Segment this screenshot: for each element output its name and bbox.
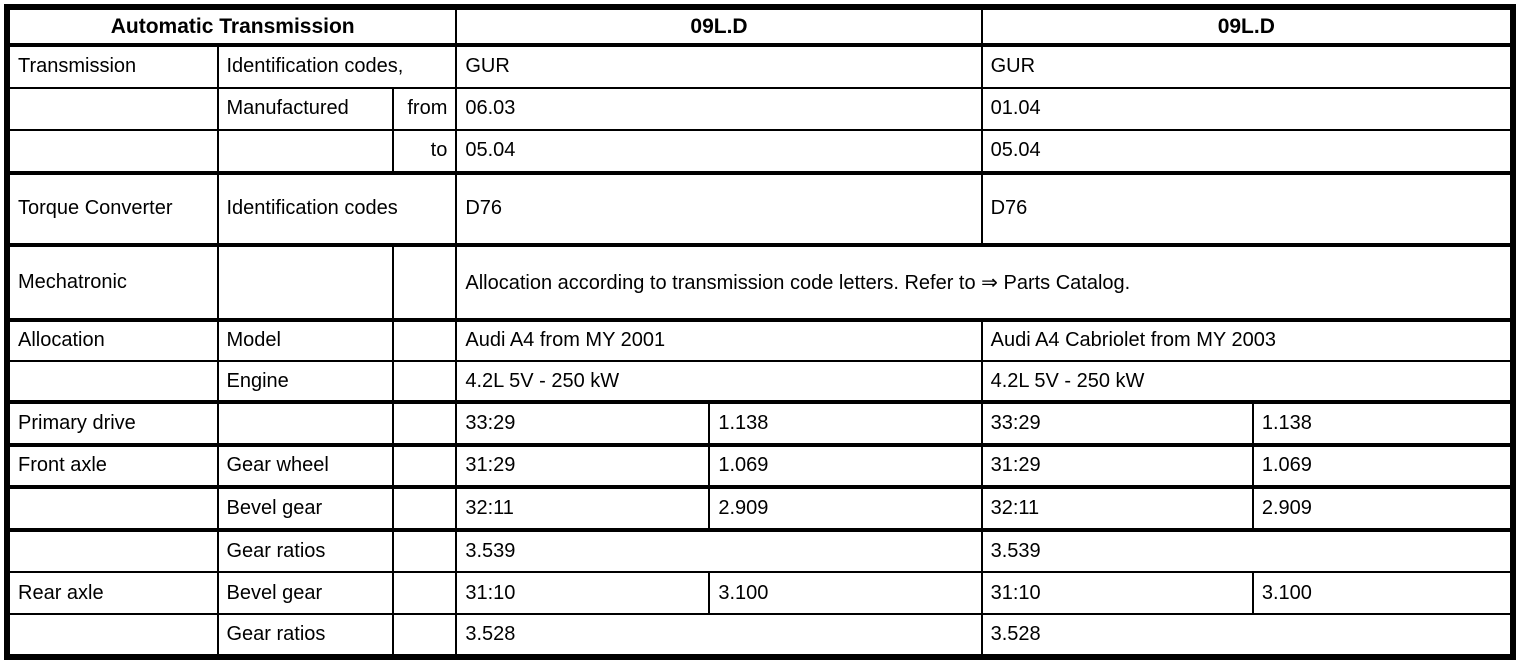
date-to-group1: 05.04 xyxy=(455,129,983,175)
empty-cell xyxy=(6,486,219,532)
row-label: Front axle xyxy=(6,443,219,490)
row-front-axle-bevel-gear: Bevel gear 32:11 2.909 32:11 2.909 xyxy=(6,486,1515,532)
row-front-axle-gear-wheel: Front axle Gear wheel 31:29 1.069 31:29 … xyxy=(6,443,1515,490)
date-from-group1: 06.03 xyxy=(455,86,983,132)
ratio-group2: 32:11 xyxy=(980,486,1254,532)
converter-code-group1: D76 xyxy=(455,171,983,247)
transmission-spec-table: Automatic Transmission 09L.D 09L.D Trans… xyxy=(4,4,1516,660)
empty-cell xyxy=(391,570,458,616)
empty-cell xyxy=(216,243,394,322)
row-sublabel: Model xyxy=(216,318,394,362)
header-row: Automatic Transmission 09L.D 09L.D xyxy=(5,5,1515,48)
empty-cell xyxy=(391,528,458,573)
row-sublabel: Engine xyxy=(216,359,394,405)
row-label: Transmission xyxy=(6,44,219,89)
engine-group2: 4.2L 5V - 250 kW xyxy=(980,359,1515,405)
row-transmission: Transmission Identification codes, GUR G… xyxy=(6,44,1515,89)
row-mechatronic: Mechatronic Allocation according to tran… xyxy=(6,243,1514,322)
row-engine: Engine 4.2L 5V - 250 kW 4.2L 5V - 250 kW xyxy=(6,359,1515,405)
row-allocation-model: Allocation Model Audi A4 from MY 2001 Au… xyxy=(6,318,1515,362)
empty-cell xyxy=(391,359,458,405)
date-to-group2: 05.04 xyxy=(980,129,1515,175)
torque-converter-label: Torque Converter xyxy=(18,197,173,220)
gear-ratio-group1: 3.539 xyxy=(455,528,983,573)
ratio-value-group1: 1.069 xyxy=(708,443,983,490)
row-label: Primary drive xyxy=(6,401,219,447)
id-code-group1: GUR xyxy=(455,44,983,89)
row-rear-axle-bevel-gear: Rear axle Bevel gear 31:10 3.100 31:10 3… xyxy=(6,570,1515,616)
empty-cell xyxy=(216,129,394,175)
id-code-group2: GUR xyxy=(980,44,1515,89)
gear-ratio-group1: 3.528 xyxy=(455,613,983,658)
model-group1: Audi A4 from MY 2001 xyxy=(455,318,983,362)
row-torque-converter: Torque Converter Identification codes D7… xyxy=(6,171,1515,247)
row-label: Allocation xyxy=(6,318,219,362)
row-manufactured-from: Manufactured from 06.03 01.04 xyxy=(6,86,1515,132)
row-primary-drive: Primary drive 33:29 1.138 33:29 1.138 xyxy=(6,401,1515,447)
row-sublabel: Gear ratios xyxy=(216,613,394,658)
empty-cell xyxy=(391,613,458,658)
ratio-group1: 32:11 xyxy=(455,486,711,532)
row-sublabel: Bevel gear xyxy=(216,570,394,616)
ratio-group2: 33:29 xyxy=(980,401,1254,447)
row-sublabel: Identification codes xyxy=(216,171,458,247)
range-key: to xyxy=(391,129,458,175)
row-sublabel: Manufactured xyxy=(216,86,394,132)
ratio-group1: 31:29 xyxy=(455,443,711,490)
ratio-group2: 31:29 xyxy=(980,443,1254,490)
ratio-value-group1: 2.909 xyxy=(708,486,983,532)
engine-group1: 4.2L 5V - 250 kW xyxy=(455,359,983,405)
row-label: Mechatronic xyxy=(6,243,219,322)
mechatronic-note: Allocation according to transmission cod… xyxy=(455,243,1514,322)
empty-cell xyxy=(216,401,394,447)
row-front-axle-gear-ratios: Gear ratios 3.539 3.539 xyxy=(6,528,1515,573)
transmission-code-group1: 09L.D xyxy=(455,5,983,48)
transmission-code-group2: 09L.D xyxy=(980,5,1515,48)
ratio-value-group2: 1.138 xyxy=(1251,401,1515,447)
empty-cell xyxy=(391,401,458,447)
row-manufactured-to: to 05.04 05.04 xyxy=(6,129,1515,175)
row-label: Rear axle xyxy=(6,570,219,616)
date-from-group2: 01.04 xyxy=(980,86,1515,132)
ratio-value-group1: 3.100 xyxy=(708,570,983,616)
range-key: from xyxy=(391,86,458,132)
empty-cell xyxy=(391,243,458,322)
row-sublabel: Gear ratios xyxy=(216,528,394,573)
model-group2: Audi A4 Cabriolet from MY 2003 xyxy=(980,318,1515,362)
row-label: Torque Converter xyxy=(6,171,219,247)
ratio-value-group1: 1.138 xyxy=(708,401,983,447)
ratio-group1: 33:29 xyxy=(455,401,711,447)
table-title: Automatic Transmission xyxy=(5,5,458,48)
row-sublabel: Identification codes, xyxy=(216,44,458,89)
ratio-value-group2: 3.100 xyxy=(1251,570,1515,616)
row-sublabel: Gear wheel xyxy=(216,443,394,490)
empty-cell xyxy=(391,318,458,362)
ratio-value-group2: 2.909 xyxy=(1251,486,1515,532)
empty-cell xyxy=(6,129,219,175)
ratio-group1: 31:10 xyxy=(455,570,711,616)
empty-cell xyxy=(6,359,219,405)
empty-cell xyxy=(6,613,219,658)
empty-cell xyxy=(6,528,219,573)
empty-cell xyxy=(391,486,458,532)
ratio-group2: 31:10 xyxy=(980,570,1254,616)
gear-ratio-group2: 3.539 xyxy=(980,528,1515,573)
empty-cell xyxy=(6,86,219,132)
converter-code-group2: D76 xyxy=(980,171,1515,247)
gear-ratio-group2: 3.528 xyxy=(980,613,1515,658)
empty-cell xyxy=(391,443,458,490)
row-rear-axle-gear-ratios: Gear ratios 3.528 3.528 xyxy=(6,613,1515,658)
ratio-value-group2: 1.069 xyxy=(1251,443,1515,490)
row-sublabel: Bevel gear xyxy=(216,486,394,532)
